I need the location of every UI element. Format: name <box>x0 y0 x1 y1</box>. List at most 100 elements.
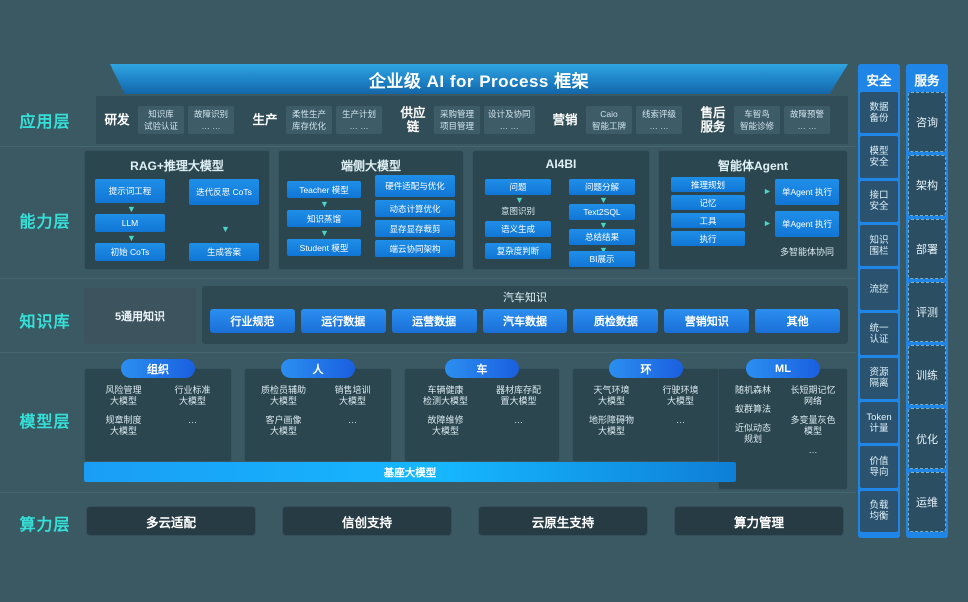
knowledge-chip[interactable]: 汽车数据 <box>482 309 568 333</box>
bi-node-complexity[interactable]: 复杂度判断 <box>485 243 551 259</box>
model-item[interactable]: 近似动态 规划 <box>734 423 771 444</box>
app-cell[interactable]: 线索评级 … … <box>636 106 682 134</box>
capability-panel-ai4bi[interactable]: AI4BI 问题 ▼ 意图识别 语义生成 复杂度判断 问题分解 ▼ Text2S… <box>472 150 650 270</box>
app-cell-text: … … <box>649 121 669 131</box>
security-item-load-balancing[interactable]: 负载 均衡 <box>860 490 898 532</box>
agent-node-planning[interactable]: 推理规划 <box>671 177 745 192</box>
app-cell[interactable]: 车智鸟 智能诊修 <box>734 106 780 134</box>
bi-node-decompose[interactable]: 问题分解 <box>569 179 635 195</box>
model-item[interactable]: 故障维修 大模型 <box>427 415 464 436</box>
app-cell[interactable]: 设计及协同 … … <box>484 106 535 134</box>
arrow-right-icon: ▼ <box>761 187 772 196</box>
model-group-vehicle[interactable]: 车 车辆健康 检测大模型 故障维修 大模型 器材库存配 置大模型 … <box>404 359 560 462</box>
model-group-organization[interactable]: 组织 风险管理 大模型 规章制度 大模型 行业标准 大模型 … <box>84 359 232 462</box>
service-item-architecture[interactable]: 架构 <box>908 155 946 216</box>
model-item[interactable]: 天气环境 大模型 <box>593 385 630 406</box>
app-group-rd[interactable]: 研发 知识库 试验认证 故障识别 … … <box>100 96 234 144</box>
edge-node-student[interactable]: Student 模型 <box>287 239 361 256</box>
model-group-environment[interactable]: 环 天气环境 大模型 地形障碍物 大模型 行驶环境 大模型 … <box>572 359 720 462</box>
agent-node-tools[interactable]: 工具 <box>671 213 745 228</box>
model-item[interactable]: 销售培训 大模型 <box>334 385 371 406</box>
knowledge-chip[interactable]: 其他 <box>755 309 841 333</box>
model-group-people[interactable]: 人 质检员辅助 大模型 客户画像 大模型 销售培训 大模型 … <box>244 359 392 462</box>
app-cell[interactable]: 知识库 试验认证 <box>138 106 184 134</box>
model-item[interactable]: 规章制度 大模型 <box>105 415 142 436</box>
knowledge-chip[interactable]: 行业规范 <box>210 309 295 333</box>
app-cell[interactable]: 采购管理 项目管理 <box>434 106 480 134</box>
app-cell[interactable]: 故障识别 … … <box>188 106 234 134</box>
agent-node-execute[interactable]: 执行 <box>671 231 745 246</box>
bi-node-question[interactable]: 问题 <box>485 179 551 195</box>
service-item-optimization[interactable]: 优化 <box>908 408 946 469</box>
edge-node-teacher[interactable]: Teacher 模型 <box>287 181 361 198</box>
app-cell-text: 项目管理 <box>439 121 474 131</box>
service-item-evaluation[interactable]: 评测 <box>908 281 946 343</box>
model-item[interactable]: 风险管理 大模型 <box>105 385 142 406</box>
rag-node-prompt[interactable]: 提示词工程 <box>95 179 165 203</box>
app-group-after-sales[interactable]: 售后服务 车智鸟 智能诊修 故障预警 … … <box>696 96 830 144</box>
model-item[interactable]: 随机森林 <box>734 385 771 395</box>
security-item-knowledge-guardrail[interactable]: 知识 围栏 <box>860 224 898 267</box>
rag-node-initial-cots[interactable]: 初始 CoTs <box>95 243 165 261</box>
model-item[interactable]: 蚁群算法 <box>734 404 771 414</box>
model-item[interactable]: 行驶环境 大模型 <box>662 385 699 406</box>
app-cell-text: … … <box>797 121 817 131</box>
security-item-value-orientation[interactable]: 价值 导向 <box>860 446 898 488</box>
service-item-operations[interactable]: 运维 <box>908 471 946 532</box>
agent-node-memory[interactable]: 记忆 <box>671 195 745 210</box>
app-group-production[interactable]: 生产 柔性生产 库存优化 生产计划 … … <box>248 96 382 144</box>
knowledge-chip[interactable]: 运行数据 <box>300 309 386 333</box>
security-item-data-backup[interactable]: 数据 备份 <box>860 92 898 134</box>
app-group-marketing[interactable]: 营销 Caio 智能工牌 线索评级 … … <box>548 96 682 144</box>
base-model-bar[interactable]: 基座大模型 <box>84 462 736 482</box>
bi-node-display[interactable]: BI展示 <box>569 251 635 267</box>
capability-panel-rag[interactable]: RAG+推理大模型 提示词工程 ▼ LLM ▼ 初始 CoTs 迭代反思 CoT… <box>84 150 270 270</box>
bi-node-summary[interactable]: 总结结果 <box>569 229 635 245</box>
security-item-model-security[interactable]: 模型 安全 <box>860 136 898 178</box>
agent-node-single-2[interactable]: 单Agent 执行 <box>775 211 839 237</box>
edge-node-hw-opt[interactable]: 硬件适配与优化 <box>375 175 455 197</box>
app-group-supply-chain[interactable]: 供应链 采购管理 项目管理 设计及协同 … … <box>396 96 535 144</box>
model-item[interactable]: 车辆健康 检测大模型 <box>422 385 468 406</box>
security-item-api-security[interactable]: 接口 安全 <box>860 180 898 222</box>
compute-button-cloudnative[interactable]: 云原生支持 <box>478 506 648 536</box>
compute-button-multicloud[interactable]: 多云适配 <box>86 506 256 536</box>
service-item-consulting[interactable]: 咨询 <box>908 92 946 153</box>
app-cell[interactable]: Caio 智能工牌 <box>586 106 632 134</box>
app-cell[interactable]: 生产计划 … … <box>336 106 382 134</box>
bi-node-semantic[interactable]: 语义生成 <box>485 221 551 237</box>
security-item-token-metering[interactable]: Token 计量 <box>860 402 898 444</box>
app-cell[interactable]: 故障预警 … … <box>784 106 830 134</box>
model-item[interactable]: 长短期记忆 网络 <box>790 385 836 406</box>
knowledge-general-box[interactable]: 5通用知识 <box>84 288 196 344</box>
edge-node-dynamic-compute[interactable]: 动态计算优化 <box>375 200 455 217</box>
rag-node-answer[interactable]: 生成答案 <box>189 243 259 261</box>
compute-button-xinchuang[interactable]: 信创支持 <box>282 506 452 536</box>
model-item[interactable]: 器材库存配 置大模型 <box>495 385 541 406</box>
security-item-resource-isolation[interactable]: 资源 隔离 <box>860 357 898 400</box>
agent-node-single-1[interactable]: 单Agent 执行 <box>775 179 839 205</box>
model-item[interactable]: 质检员辅助 大模型 <box>260 385 306 406</box>
model-group-ml[interactable]: ML 随机森林 蚁群算法 近似动态 规划 长短期记忆 网络 多变量灰色 模型 … <box>718 359 848 490</box>
service-item-training[interactable]: 训练 <box>908 345 946 406</box>
security-item-unified-auth[interactable]: 统一 认证 <box>860 313 898 355</box>
app-cell[interactable]: 柔性生产 库存优化 <box>286 106 332 134</box>
model-item[interactable]: 多变量灰色 模型 <box>790 415 836 436</box>
rag-node-iterative-cots[interactable]: 迭代反思 CoTs <box>189 179 259 205</box>
knowledge-chip[interactable]: 运营数据 <box>391 309 477 333</box>
model-item[interactable]: 行业标准 大模型 <box>174 385 211 406</box>
edge-node-memory-prune[interactable]: 显存显存裁剪 <box>375 220 455 237</box>
capability-panel-edge-model[interactable]: 端侧大模型 Teacher 模型 ▼ 知识蒸馏 ▼ Student 模型 硬件适… <box>278 150 464 270</box>
knowledge-chip[interactable]: 质检数据 <box>573 309 659 333</box>
edge-node-cloud-edge[interactable]: 端云协同架构 <box>375 240 455 257</box>
edge-node-distill[interactable]: 知识蒸馏 <box>287 210 361 227</box>
model-item[interactable]: 地形障碍物 大模型 <box>588 415 634 436</box>
compute-button-compute-mgmt[interactable]: 算力管理 <box>674 506 844 536</box>
capability-panel-agent[interactable]: 智能体Agent 推理规划 记忆 工具 执行 ▼ ▼ 单Agent 执行 单Ag… <box>658 150 848 270</box>
bi-node-text2sql[interactable]: Text2SQL <box>569 204 635 220</box>
rag-node-llm[interactable]: LLM <box>95 214 165 232</box>
knowledge-chip[interactable]: 营销知识 <box>664 309 750 333</box>
service-item-deployment[interactable]: 部署 <box>908 218 946 279</box>
security-item-flow-control[interactable]: 流控 <box>860 269 898 311</box>
model-item[interactable]: 客户画像 大模型 <box>265 415 302 436</box>
